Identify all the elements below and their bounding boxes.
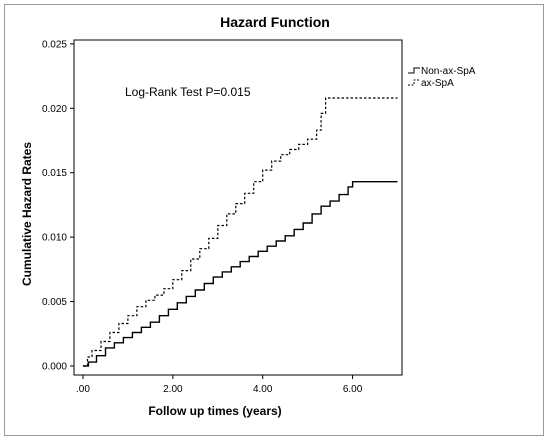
legend-swatch: [408, 79, 420, 86]
legend-label: Non-ax-SpA: [421, 66, 476, 77]
y-axis-label: Cumulative Hazard Rates: [20, 142, 34, 286]
x-axis: .00 2.00 4.00 6.00: [76, 375, 363, 395]
series-line-ax-spa: [83, 97, 398, 367]
x-tick-label: 6.00: [343, 384, 363, 395]
y-tick-label: 0.005: [42, 297, 67, 308]
plot-area: [73, 39, 403, 376]
x-axis-label: Follow up times (years): [148, 404, 281, 418]
legend-swatch: [408, 67, 420, 74]
y-axis: 0.000 0.005 0.010 0.015 0.020 0.025: [42, 39, 74, 372]
series-layer: [83, 97, 398, 367]
x-tick-label: 2.00: [163, 384, 183, 395]
x-tick-label: 4.00: [253, 384, 273, 395]
y-tick-label: 0.010: [42, 233, 67, 244]
y-tick-label: 0.020: [42, 104, 67, 115]
log-rank-annotation: Log-Rank Test P=0.015: [125, 85, 251, 99]
series-line-non-ax-spa: [83, 181, 398, 367]
y-tick-label: 0.000: [42, 361, 67, 372]
y-tick-label: 0.015: [42, 168, 67, 179]
legend-label: ax-SpA: [421, 78, 454, 89]
chart-title: Hazard Function: [220, 14, 330, 30]
x-tick-label: .00: [76, 384, 90, 395]
y-tick-label: 0.025: [42, 39, 67, 50]
